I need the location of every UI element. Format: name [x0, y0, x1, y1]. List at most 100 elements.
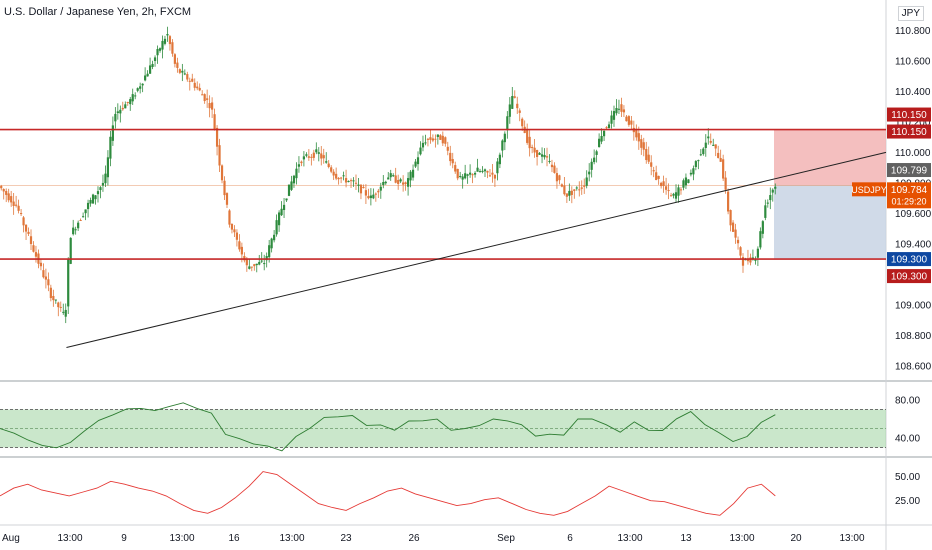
reward-zone [774, 185, 886, 260]
candle-body [44, 276, 47, 280]
candle-body [387, 177, 390, 180]
candle-body [461, 176, 464, 180]
candle-body [593, 157, 596, 163]
candle-body [399, 179, 402, 182]
candle-body [109, 136, 112, 159]
candle-body [692, 168, 695, 175]
candle-body [689, 172, 693, 175]
candle-body [354, 182, 358, 184]
candle-body [67, 259, 70, 307]
candle-body [213, 114, 216, 131]
candle-body [342, 175, 345, 177]
candle-body [444, 137, 447, 144]
y-tick-label: 108.800 [895, 331, 932, 342]
candle-body [305, 154, 308, 156]
candle-body [635, 128, 638, 138]
candle-body [253, 264, 256, 267]
candle-body [250, 266, 253, 268]
resistance-tag-bg [887, 124, 931, 139]
candle-body [99, 187, 102, 191]
candle-body [607, 124, 611, 128]
candle-body [394, 175, 397, 183]
candle-body [682, 180, 685, 188]
candle-body [600, 135, 603, 142]
candle-body [454, 165, 457, 172]
candle-body [168, 36, 172, 45]
candle-body [722, 159, 725, 179]
candle-body [481, 170, 484, 172]
candle-body [734, 229, 737, 238]
candle-body [575, 187, 578, 189]
candle-body [215, 127, 219, 147]
risk-zone [774, 129, 886, 186]
candle-body [193, 82, 196, 88]
candle-body [704, 142, 707, 148]
candle-body [535, 149, 539, 157]
rsi-tick-label: 40.00 [895, 434, 920, 445]
candle-body [424, 142, 427, 144]
x-tick-label: 6 [567, 533, 573, 544]
candle-body [218, 145, 221, 166]
candle-body [647, 154, 650, 162]
candle-body [72, 227, 75, 235]
candle-body [382, 181, 385, 186]
candle-body [555, 173, 559, 182]
candle-body [367, 196, 370, 199]
candle-body [124, 104, 127, 109]
candle-body [451, 159, 454, 164]
y-tick-label: 110.800 [895, 26, 931, 37]
candle-body [533, 147, 536, 153]
candle-body [245, 258, 248, 266]
candle-body [404, 182, 407, 185]
candle-body [362, 186, 365, 189]
candle-body [24, 224, 28, 232]
candle-body [617, 108, 621, 110]
candle-body [377, 190, 380, 193]
candle-body [498, 154, 501, 165]
candle-body [104, 173, 107, 184]
candle-body [389, 173, 392, 178]
candle-body [273, 234, 276, 241]
candle-body [513, 96, 516, 98]
support-tag: 109.300 [891, 255, 928, 266]
candle-body [558, 175, 561, 181]
candle-body [176, 62, 179, 68]
candle-body [402, 182, 405, 185]
candle-body [32, 245, 35, 252]
candle-body [416, 157, 420, 165]
candle-body [731, 222, 735, 232]
candle-body [473, 172, 477, 175]
candle-body [69, 237, 72, 264]
candle-body [476, 167, 479, 172]
candle-body [49, 287, 52, 299]
candle-body [540, 154, 544, 157]
candle-body [322, 155, 325, 159]
candle-body [655, 172, 658, 181]
candle-body [206, 98, 209, 100]
candle-body [615, 108, 618, 114]
candle-body [285, 198, 288, 201]
candle-body [121, 107, 124, 110]
symbol-tag: USDJPY [851, 185, 887, 195]
candle-body [578, 189, 581, 191]
candle-body [699, 154, 702, 156]
candle-body [518, 110, 521, 113]
chart-title: U.S. Dollar / Japanese Yen, 2h, FXCM [4, 6, 192, 18]
candle-body [139, 86, 142, 89]
currency-button[interactable]: JPY [897, 6, 924, 21]
candle-body [679, 189, 683, 191]
candle-body [449, 152, 452, 162]
candlesticks [0, 26, 777, 324]
candle-body [766, 202, 769, 204]
candle-body [146, 73, 149, 77]
candle-body [64, 309, 67, 317]
candle-body [727, 191, 730, 212]
candle-body [191, 78, 194, 82]
y-tick-label: 110.600 [895, 56, 931, 67]
candle-body [521, 118, 524, 127]
candle-body [186, 74, 189, 80]
rsi-tick-label: 80.00 [895, 396, 920, 407]
candle-body [173, 54, 176, 64]
